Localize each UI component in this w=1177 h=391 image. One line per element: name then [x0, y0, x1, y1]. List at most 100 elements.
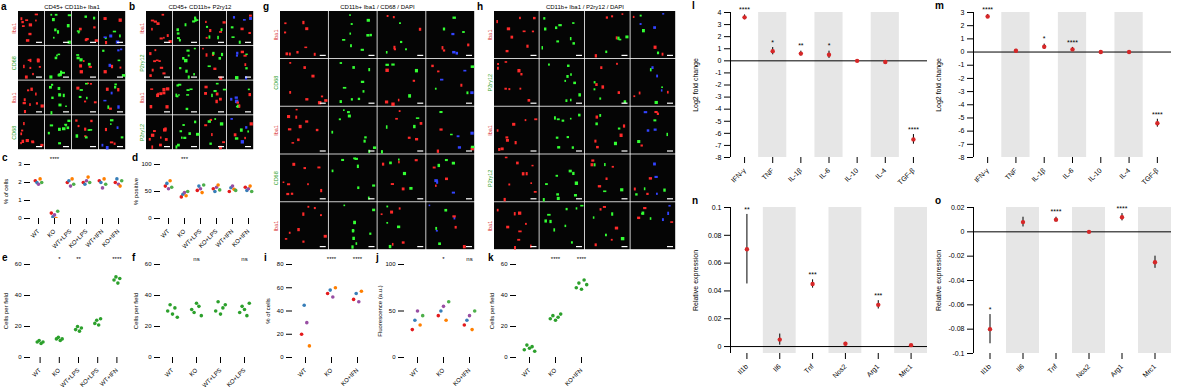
svg-text:*: * — [771, 39, 774, 46]
svg-text:KO: KO — [547, 367, 558, 378]
svg-text:% positive: % positive — [133, 177, 139, 205]
svg-text:20: 20 — [15, 323, 22, 329]
svg-text:0: 0 — [148, 215, 152, 221]
svg-text:WT+IFN: WT+IFN — [99, 367, 119, 387]
svg-text:KO+IFN: KO+IFN — [101, 228, 121, 248]
svg-text:-3: -3 — [715, 93, 721, 100]
svg-text:Cells per field: Cells per field — [489, 293, 495, 329]
svg-text:-3: -3 — [958, 88, 964, 95]
svg-text:60: 60 — [501, 261, 508, 267]
svg-text:***: *** — [808, 271, 816, 278]
svg-text:****: **** — [551, 256, 561, 262]
svg-text:IL-4: IL-4 — [874, 167, 888, 181]
svg-text:-0.04: -0.04 — [949, 277, 965, 284]
svg-text:TNF: TNF — [760, 167, 775, 182]
svg-text:40: 40 — [145, 292, 152, 298]
svg-text:P2ry12: P2ry12 — [139, 124, 145, 141]
svg-text:0: 0 — [961, 228, 965, 235]
svg-text:Il1b: Il1b — [979, 363, 992, 376]
svg-text:Iba1: Iba1 — [11, 23, 17, 34]
svg-text:ns: ns — [466, 256, 472, 262]
svg-text:-5: -5 — [958, 114, 964, 121]
svg-text:60: 60 — [145, 261, 152, 267]
svg-text:****: **** — [1117, 205, 1128, 212]
svg-text:-1: -1 — [715, 69, 721, 76]
svg-text:Mrc1: Mrc1 — [1141, 363, 1157, 379]
svg-text:****: **** — [577, 256, 587, 262]
svg-text:****: **** — [50, 156, 60, 162]
svg-text:IL-4: IL-4 — [1118, 167, 1132, 181]
svg-text:3: 3 — [961, 9, 965, 16]
svg-text:20: 20 — [501, 323, 508, 329]
svg-text:4: 4 — [718, 9, 722, 16]
svg-text:0.04: 0.04 — [708, 287, 722, 294]
svg-text:20: 20 — [277, 331, 284, 337]
svg-text:KO: KO — [188, 367, 199, 378]
svg-text:ns: ns — [241, 256, 247, 262]
svg-text:Iba1: Iba1 — [487, 125, 493, 136]
svg-text:*: * — [58, 256, 61, 262]
svg-text:IL-10: IL-10 — [843, 167, 859, 183]
svg-text:-8: -8 — [958, 154, 964, 161]
svg-text:0.08: 0.08 — [708, 232, 722, 239]
svg-text:Il6: Il6 — [1015, 363, 1025, 373]
svg-text:0.02: 0.02 — [708, 315, 722, 322]
svg-text:Tnf: Tnf — [803, 363, 815, 375]
svg-text:TGF-β: TGF-β — [896, 167, 916, 187]
svg-text:KO: KO — [51, 367, 62, 378]
svg-text:2: 2 — [718, 33, 722, 40]
svg-text:20: 20 — [145, 323, 152, 329]
svg-text:WT: WT — [30, 228, 41, 239]
svg-text:***: *** — [181, 156, 189, 162]
svg-text:P2ry12: P2ry12 — [139, 54, 145, 71]
svg-text:WT: WT — [31, 367, 42, 378]
svg-text:60: 60 — [15, 261, 22, 267]
svg-text:Mrc1: Mrc1 — [897, 363, 913, 379]
svg-text:% of cells: % of cells — [3, 179, 9, 205]
svg-text:IFN-γ: IFN-γ — [973, 166, 991, 184]
svg-text:IL-6: IL-6 — [1061, 167, 1075, 181]
svg-text:****: **** — [1152, 111, 1163, 118]
svg-text:CD68: CD68 — [273, 171, 279, 185]
svg-text:0.06: 0.06 — [708, 259, 722, 266]
svg-text:Iba1: Iba1 — [273, 30, 279, 41]
svg-text:KO: KO — [176, 228, 187, 239]
svg-text:*: * — [442, 256, 445, 262]
svg-text:*: * — [828, 42, 831, 49]
svg-text:Log2 fold change: Log2 fold change — [692, 58, 700, 112]
svg-text:KO+IFN: KO+IFN — [564, 367, 584, 387]
svg-text:****: **** — [112, 256, 122, 262]
svg-text:Iba1: Iba1 — [487, 221, 493, 232]
svg-text:-0.06: -0.06 — [949, 301, 965, 308]
svg-text:****: **** — [908, 126, 919, 133]
svg-text:0: 0 — [148, 354, 152, 360]
svg-text:Iba1: Iba1 — [273, 125, 279, 136]
svg-text:IL-1β: IL-1β — [1030, 167, 1047, 184]
svg-text:WT: WT — [521, 367, 532, 378]
svg-text:**: ** — [744, 206, 750, 213]
svg-text:CD11b+ Iba1 / P2ry12 / DAPI: CD11b+ Iba1 / P2ry12 / DAPI — [546, 4, 624, 10]
svg-text:WT+LPS: WT+LPS — [59, 367, 80, 388]
svg-text:WT: WT — [164, 367, 175, 378]
svg-text:KO+IFN: KO+IFN — [340, 367, 360, 387]
svg-text:KO: KO — [46, 228, 57, 239]
svg-text:3: 3 — [18, 161, 22, 167]
svg-text:-5: -5 — [715, 117, 721, 124]
svg-text:CD45+ CD11b+ P2ry12: CD45+ CD11b+ P2ry12 — [169, 4, 233, 10]
svg-text:% of cells: % of cells — [265, 298, 271, 324]
svg-text:****: **** — [353, 256, 363, 262]
svg-text:Iba1: Iba1 — [11, 93, 17, 104]
svg-text:****: **** — [739, 6, 750, 13]
svg-text:50: 50 — [389, 308, 396, 314]
svg-text:CD11b+ Iba1 / CD68 / DAPI: CD11b+ Iba1 / CD68 / DAPI — [340, 4, 415, 10]
svg-text:80: 80 — [277, 261, 284, 267]
svg-text:0: 0 — [18, 354, 22, 360]
svg-text:2: 2 — [18, 179, 22, 185]
svg-text:Tnf: Tnf — [1046, 363, 1058, 375]
svg-text:1: 1 — [718, 45, 722, 52]
svg-text:0: 0 — [18, 215, 22, 221]
svg-text:-2: -2 — [958, 75, 964, 82]
svg-text:CD68: CD68 — [11, 56, 17, 70]
svg-text:WT: WT — [297, 367, 308, 378]
svg-text:KO: KO — [435, 367, 446, 378]
